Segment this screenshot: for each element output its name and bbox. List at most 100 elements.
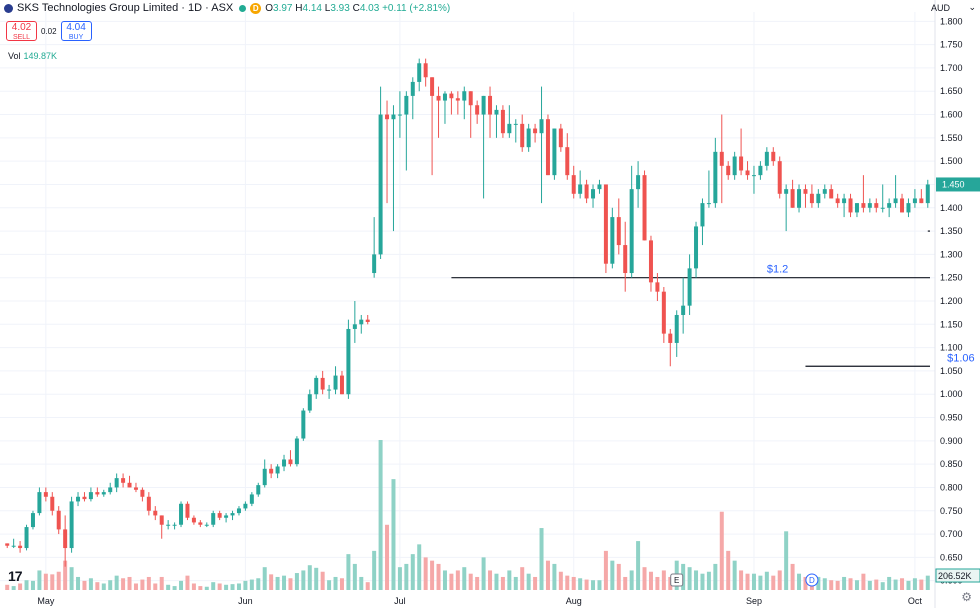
- candle-body: [571, 175, 576, 194]
- candle-body: [694, 226, 699, 269]
- candle-body: [488, 95, 493, 115]
- volume-bar: [526, 573, 531, 590]
- volume-bar: [771, 575, 776, 590]
- candle-body: [301, 410, 306, 439]
- candle-body: [777, 161, 782, 194]
- volume-bar: [835, 580, 840, 590]
- candle-body: [166, 524, 171, 526]
- candle-body: [616, 217, 621, 246]
- volume-bar: [11, 586, 16, 590]
- candle-body: [597, 184, 602, 190]
- candle-body: [751, 175, 756, 177]
- y-tick-label: 1.400: [940, 203, 963, 213]
- gear-icon[interactable]: ⚙: [961, 590, 972, 604]
- volume-bar: [24, 580, 29, 590]
- candle-body: [404, 95, 409, 115]
- candle-body: [771, 151, 776, 162]
- candle-body: [629, 189, 634, 274]
- volume-bar: [249, 579, 254, 590]
- volume-bar: [320, 571, 325, 590]
- y-tick-label: 1.250: [940, 273, 963, 283]
- candle-body: [700, 203, 705, 227]
- candle-body: [159, 515, 164, 525]
- candle-body: [713, 151, 718, 204]
- candle-body: [108, 487, 113, 493]
- candle-body: [655, 282, 660, 292]
- candle-body: [11, 545, 16, 547]
- candle-body: [198, 522, 203, 525]
- y-tick-label: 0.650: [940, 552, 963, 562]
- y-tick-label: 1.100: [940, 343, 963, 353]
- volume-bar: [430, 560, 435, 590]
- sell-button[interactable]: 4.02 SELL: [6, 21, 37, 41]
- candle-body: [37, 492, 42, 514]
- volume-bar: [140, 579, 145, 590]
- volume-bar: [874, 579, 879, 590]
- volume-bar: [327, 580, 332, 590]
- candle-body: [249, 494, 254, 504]
- volume-bar: [700, 573, 705, 590]
- candle-body: [5, 543, 10, 546]
- candle-body: [256, 485, 261, 495]
- y-tick-label: 0.750: [940, 506, 963, 516]
- volume-bar: [578, 578, 583, 590]
- candle-body: [282, 459, 287, 467]
- volume-bar: [887, 576, 892, 590]
- candle-body: [101, 492, 106, 495]
- candle-body: [449, 93, 454, 99]
- x-tick-label: Oct: [908, 596, 923, 606]
- volume-bar: [784, 531, 789, 590]
- volume-bar: [256, 578, 261, 590]
- candle-body: [494, 109, 499, 115]
- candle-body: [307, 394, 312, 411]
- volume-bar: [37, 570, 42, 590]
- currency-label[interactable]: AUD: [930, 3, 950, 13]
- volume-bar: [449, 573, 454, 590]
- y-tick-label: 0.850: [940, 459, 963, 469]
- candle-body: [591, 189, 596, 199]
- volume-bar: [867, 580, 872, 590]
- candle-body: [719, 151, 724, 166]
- candle-body: [533, 128, 538, 134]
- buy-button[interactable]: 4.04 BUY: [60, 21, 92, 41]
- volume-bar: [5, 584, 10, 590]
- candle-body: [829, 189, 834, 199]
- price-change: +0.11 (+2.81%): [382, 2, 451, 14]
- symbol-title[interactable]: SKS Technologies Group Limited · 1D · AS…: [17, 2, 234, 14]
- volume-bar: [822, 578, 827, 590]
- candle-body: [288, 459, 293, 465]
- volume-bar: [159, 576, 164, 590]
- spread-value: 0.02: [41, 26, 57, 36]
- volume-bar: [166, 584, 171, 590]
- candle-body: [185, 503, 190, 518]
- trade-buttons: 4.02 SELL 0.02 4.04 BUY: [6, 21, 92, 41]
- volume-bar: [880, 582, 885, 590]
- candle-body: [674, 314, 679, 343]
- candle-body: [681, 305, 686, 315]
- candle-body: [507, 123, 512, 134]
- candle-body: [893, 198, 898, 204]
- candle-body: [545, 119, 550, 176]
- volume-bar: [571, 576, 576, 590]
- volume-bar: [584, 579, 589, 590]
- volume-legend[interactable]: Vol 149.87K: [8, 51, 58, 61]
- candle-body: [127, 482, 132, 488]
- candle-body: [76, 496, 81, 502]
- candle-body: [153, 510, 158, 516]
- candle-body: [269, 468, 274, 474]
- chevron-down-icon[interactable]: ⌄: [968, 2, 976, 12]
- volume-bar: [339, 578, 344, 590]
- candle-body: [539, 119, 544, 134]
- volume-bar: [764, 571, 769, 590]
- candle-body: [95, 492, 100, 495]
- earnings-marker: [670, 573, 684, 587]
- volume-bar: [185, 575, 190, 590]
- candle-body: [880, 207, 885, 209]
- candle-body: [874, 203, 879, 208]
- volume-bar: [739, 570, 744, 590]
- volume-bar: [661, 570, 666, 590]
- volume-bar: [236, 583, 241, 590]
- volume-bar: [726, 550, 731, 590]
- volume-bar: [597, 580, 602, 590]
